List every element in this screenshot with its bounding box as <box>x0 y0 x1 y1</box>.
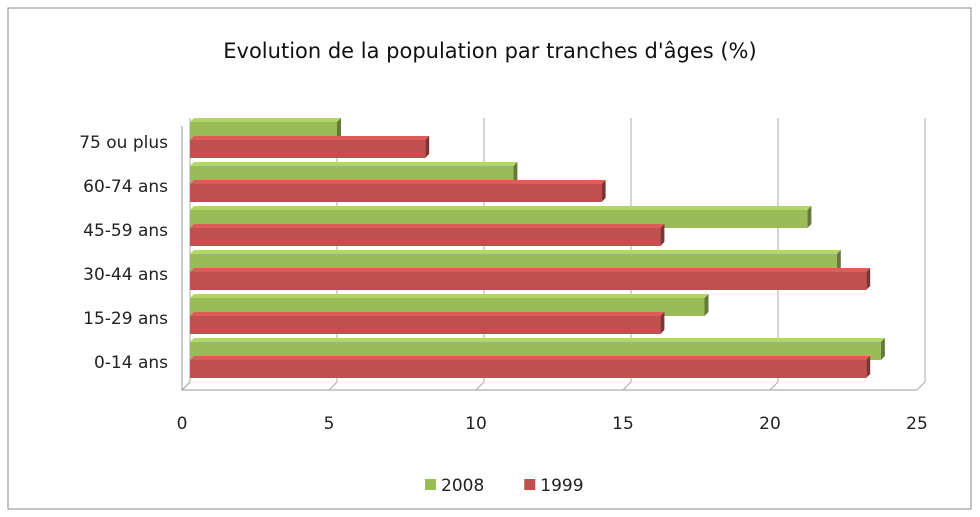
y-tick-label: 75 ou plus <box>79 133 168 153</box>
x-tick-label: 15 <box>612 414 634 434</box>
y-tick-label: 30-44 ans <box>83 265 168 285</box>
legend-label: 1999 <box>540 476 583 496</box>
bar <box>190 338 885 360</box>
bar <box>190 250 841 272</box>
bar <box>190 356 871 378</box>
bar <box>190 224 665 246</box>
x-tick-label: 25 <box>906 414 928 434</box>
x-tick-label: 0 <box>177 414 188 434</box>
x-tick-label: 10 <box>465 414 487 434</box>
legend-label: 2008 <box>441 476 484 496</box>
bar <box>190 206 812 228</box>
y-tick-label: 60-74 ans <box>83 177 168 197</box>
x-tick-label: 20 <box>759 414 781 434</box>
y-tick-label: 0-14 ans <box>94 353 168 373</box>
bar <box>190 180 606 202</box>
chart-title: Evolution de la population par tranches … <box>223 39 756 63</box>
bar <box>190 312 665 334</box>
grid-line <box>181 118 191 391</box>
bar <box>190 268 871 290</box>
bar <box>190 136 430 158</box>
y-tick-label: 15-29 ans <box>83 309 168 329</box>
x-tick-label: 5 <box>324 414 335 434</box>
bar <box>190 118 341 140</box>
legend-swatch <box>524 479 536 490</box>
bar <box>190 294 709 316</box>
legend-swatch <box>425 479 436 490</box>
grid-line <box>916 118 926 391</box>
bar <box>190 162 518 184</box>
y-tick-label: 45-59 ans <box>83 221 168 241</box>
